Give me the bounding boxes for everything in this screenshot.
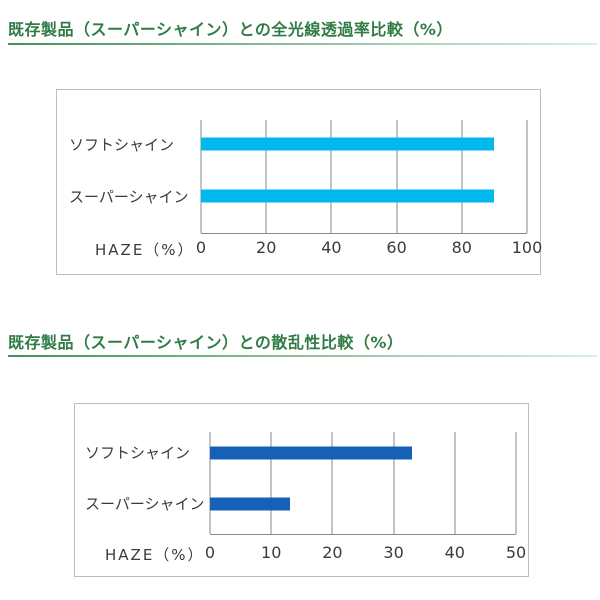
- x-tick-label: 30: [383, 543, 404, 562]
- gridline: [270, 432, 272, 534]
- x-tick-label: 40: [321, 238, 342, 257]
- gridline: [209, 432, 211, 534]
- x-tick-label: 60: [386, 238, 407, 257]
- bar-track: [201, 118, 527, 170]
- scattering-chart: ソフトシャイン スーパーシャイン 0 10 20 30 40 50 HAZE（%）: [74, 403, 529, 577]
- gridline: [331, 432, 333, 534]
- gridline: [454, 432, 456, 534]
- category-label: スーパーシャイン: [69, 187, 189, 206]
- bar-row: スーパーシャイン: [57, 170, 527, 222]
- bar-1: [210, 446, 412, 459]
- x-axis-label: HAZE（%）: [105, 546, 205, 564]
- transmittance-chart: ソフトシャイン スーパーシャイン 0 20 40 60 80 100 HAZE（%）: [56, 89, 542, 275]
- x-tick-label: 40: [444, 543, 465, 562]
- x-tick-label: 50: [505, 543, 527, 562]
- category-label: スーパーシャイン: [85, 495, 205, 513]
- bar-row: スーパーシャイン: [75, 478, 516, 529]
- plot-area: [200, 120, 528, 234]
- gridline: [396, 120, 398, 233]
- x-tick-label: 0: [195, 238, 207, 257]
- bar-row: ソフトシャイン: [57, 118, 527, 170]
- x-axis-ticks: 0 20 40 60 80 100: [196, 238, 542, 258]
- section-title-transmittance: 既存製品（スーパーシャイン）との全光線透過率比較（%）: [8, 20, 453, 39]
- plot-area: [209, 432, 517, 535]
- gridline: [515, 432, 517, 534]
- bar-row: ソフトシャイン: [75, 427, 516, 478]
- bar-track: [210, 478, 516, 529]
- bar-rows: ソフトシャイン スーパーシャイン: [75, 427, 516, 529]
- category-label: ソフトシャイン: [85, 444, 191, 462]
- bar-2: [210, 497, 290, 510]
- x-tick-label: 100: [511, 238, 543, 257]
- gridline: [330, 120, 332, 233]
- x-tick-label: 20: [256, 238, 277, 257]
- gridline: [393, 432, 395, 534]
- x-axis-label: HAZE（%）: [95, 241, 195, 259]
- x-tick-label: 0: [204, 543, 216, 562]
- bar-track: [210, 427, 516, 478]
- x-tick-label: 80: [451, 238, 472, 257]
- bar-track: [201, 170, 527, 222]
- x-axis-ticks: 0 10 20 30 40 50: [205, 543, 526, 563]
- bar-2: [201, 189, 495, 203]
- section-title-scattering: 既存製品（スーパーシャイン）との散乱性比較（%）: [8, 333, 404, 352]
- category-label: ソフトシャイン: [69, 135, 175, 154]
- x-tick-label: 20: [322, 543, 343, 562]
- title-underline: [8, 355, 597, 357]
- gridline: [200, 120, 202, 233]
- x-tick-label: 10: [261, 543, 282, 562]
- bar-1: [201, 137, 495, 151]
- title-underline: [8, 43, 597, 45]
- gridline: [461, 120, 463, 233]
- bar-rows: ソフトシャイン スーパーシャイン: [57, 118, 527, 222]
- gridline: [265, 120, 267, 233]
- gridline: [526, 120, 528, 233]
